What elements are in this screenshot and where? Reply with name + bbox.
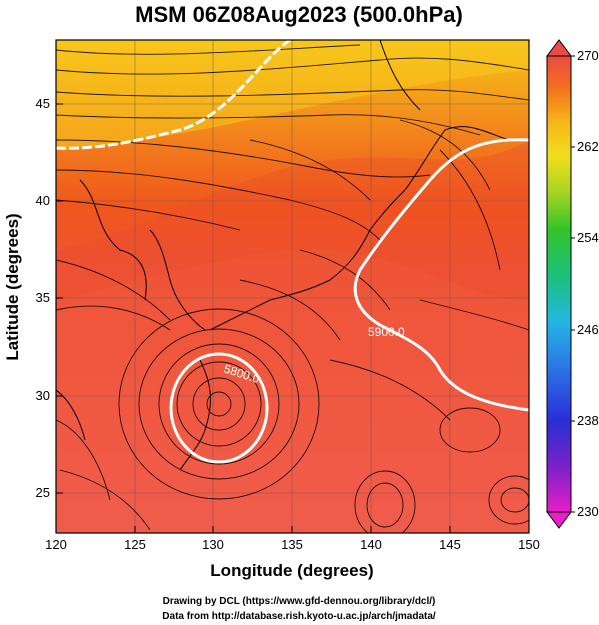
x-tick-label: 120	[45, 537, 67, 552]
contour-5900	[353, 138, 529, 412]
colorbar-tick-label: 238	[577, 413, 599, 428]
y-axis-label: Latitude (degrees)	[3, 213, 22, 360]
colorbar	[546, 39, 575, 529]
contour-5800	[169, 352, 269, 464]
x-tick-label: 150	[518, 537, 540, 552]
contour-label-5900: 5900.0	[368, 325, 405, 339]
colorbar-tick-label: 270	[577, 48, 599, 63]
height-contours	[56, 40, 529, 464]
y-tick-label: 45	[36, 96, 50, 111]
x-tick-label: 135	[281, 537, 303, 552]
colorbar-min-arrow	[546, 511, 572, 529]
cool-north-region	[56, 40, 529, 150]
y-tick-label: 40	[36, 193, 50, 208]
x-axis	[55, 526, 530, 533]
colorbar-tick-label: 262	[577, 139, 599, 154]
credit-drawing: Drawing by DCL (https://www.gfd-dennou.o…	[163, 596, 436, 607]
y-tick-label: 25	[36, 485, 50, 500]
streamlines	[56, 44, 529, 533]
colorbar-tick-label: 246	[577, 322, 599, 337]
y-axis	[56, 103, 63, 494]
colorbar-tick-label: 254	[577, 230, 599, 245]
chart-title: MSM 06Z08Aug2023 (500.0hPa)	[135, 2, 463, 27]
x-tick-label: 130	[202, 537, 224, 552]
warm-core-region	[56, 140, 529, 300]
colorbar-scale	[546, 55, 572, 513]
y-tick-label: 35	[36, 290, 50, 305]
x-axis-label: Longitude (degrees)	[210, 561, 373, 580]
x-tick-label: 140	[360, 537, 382, 552]
contour-north	[56, 40, 291, 150]
colorbar-max-arrow	[546, 39, 572, 57]
map-plot: 5800.0 5900.0	[56, 40, 529, 533]
credit-data: Data from http://database.rish.kyoto-u.a…	[162, 611, 436, 622]
x-tick-label: 125	[124, 537, 146, 552]
colorbar-tick-label: 230	[577, 504, 599, 519]
y-tick-label: 30	[36, 388, 50, 403]
x-tick-label: 145	[439, 537, 461, 552]
coastlines	[56, 40, 511, 471]
